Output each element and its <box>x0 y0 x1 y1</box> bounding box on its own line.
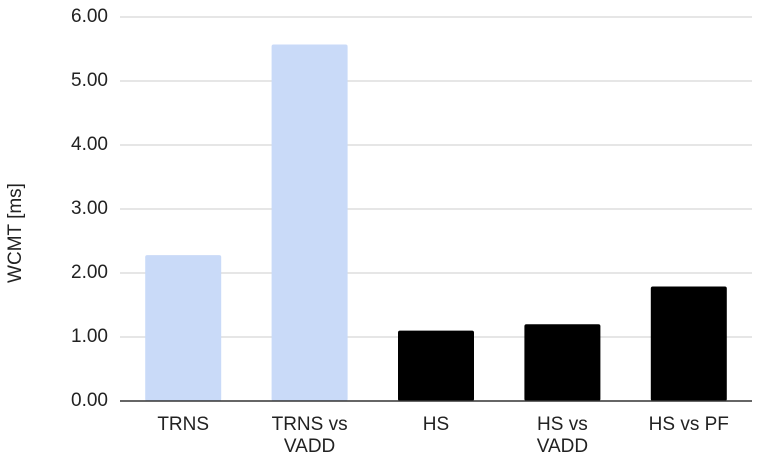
bar <box>524 324 601 401</box>
x-tick-label: HS <box>422 414 450 435</box>
x-tick-label: TRNS <box>157 414 210 435</box>
bar <box>145 255 222 401</box>
y-tick-label: 5.00 <box>71 70 108 91</box>
y-tick-label: 0.00 <box>71 390 108 411</box>
y-tick-label: 1.00 <box>71 326 108 347</box>
y-axis-label: WCMT [ms] <box>5 183 26 283</box>
y-tick-label: 2.00 <box>71 262 108 283</box>
bar <box>398 330 474 401</box>
x-tick-label: HS vs PF <box>648 414 729 435</box>
y-tick-label: 6.00 <box>71 6 108 27</box>
x-tick-label: TRNS vs VADD <box>271 414 348 457</box>
bar <box>650 286 727 401</box>
y-tick-label: 3.00 <box>71 198 108 219</box>
x-tick-label: HS vs VADD <box>536 414 589 457</box>
y-tick-label: 4.00 <box>71 134 108 155</box>
bar <box>271 44 348 402</box>
